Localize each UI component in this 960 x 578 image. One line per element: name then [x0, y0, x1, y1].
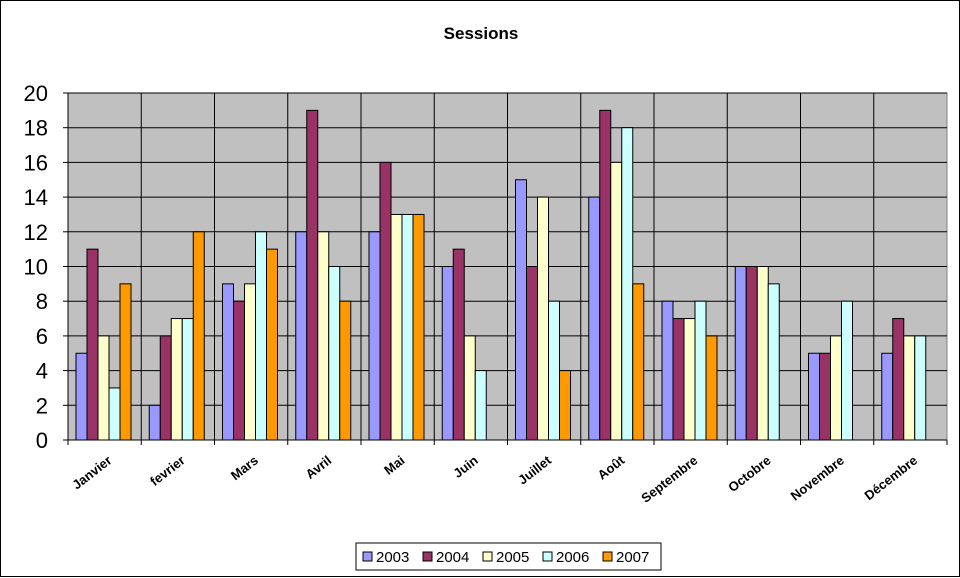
- bar-2003-Novembre: [808, 352, 820, 441]
- bar-2004-Août: [599, 109, 612, 441]
- y-tick-label: 14: [24, 185, 48, 210]
- bar-2003-Juin: [441, 266, 454, 441]
- bar-2003-Avril: [295, 231, 308, 441]
- x-tick-label: fevrier: [147, 453, 188, 489]
- bar-2006-Mai: [401, 213, 414, 441]
- x-tick-label: Mars: [228, 453, 261, 484]
- x-tick-label: Mai: [381, 453, 407, 478]
- legend-label-2007: 2007: [616, 549, 649, 566]
- y-tick-label: 2: [36, 393, 48, 418]
- bar-2007-Avril: [339, 300, 352, 441]
- bar-2006-Avril: [328, 266, 341, 441]
- bar-2003-Mars: [222, 283, 234, 441]
- x-tick-label: Novembre: [788, 453, 847, 504]
- bar-2004-Mars: [233, 300, 245, 441]
- bar-2007-Mai: [412, 213, 425, 441]
- bar-2003-Mai: [368, 231, 381, 441]
- bar-2005-Juin: [463, 335, 476, 441]
- bar-2004-Novembre: [819, 352, 831, 441]
- x-tick-label: Janvier: [69, 453, 114, 493]
- bar-2005-Août: [610, 161, 623, 441]
- legend-swatch-2003: [362, 551, 373, 562]
- bar-2005-Janvier: [97, 335, 110, 441]
- bar-2003-Septembre: [661, 300, 674, 441]
- bar-2006-Janvier: [108, 387, 121, 441]
- legend-label-2004: 2004: [436, 549, 469, 566]
- bar-2006-Juin: [474, 370, 487, 441]
- bar-2003-fevrier: [148, 404, 161, 441]
- bar-2007-fevrier: [192, 231, 205, 441]
- y-tick-label: 12: [24, 220, 48, 245]
- bar-2003-Octobre: [734, 266, 747, 441]
- bar-2007-Janvier: [119, 283, 132, 441]
- y-tick-label: 0: [36, 428, 48, 453]
- bar-2003-Juillet: [515, 179, 527, 441]
- bar-2005-Mai: [390, 213, 403, 441]
- bar-2005-Juillet: [537, 196, 549, 441]
- x-tick-label: Décembre: [861, 453, 920, 504]
- legend-label-2006: 2006: [556, 549, 589, 566]
- bar-2005-Mars: [244, 283, 256, 441]
- bar-2007-Août: [632, 283, 645, 441]
- legend-swatch-2007: [602, 551, 613, 562]
- x-tick-label: Octobre: [725, 453, 774, 496]
- bar-2006-Août: [621, 127, 634, 441]
- bar-2005-Novembre: [830, 335, 842, 441]
- bar-2005-Décembre: [903, 335, 916, 441]
- bar-2003-Janvier: [75, 352, 88, 441]
- bar-2007-Septembre: [705, 335, 718, 441]
- x-tick-label: Juillet: [515, 452, 554, 487]
- bar-2007-Juillet: [559, 370, 571, 441]
- legend: 2003 2004 2005 2006 2007: [355, 542, 662, 571]
- bar-2004-Avril: [306, 109, 319, 441]
- bar-2004-fevrier: [159, 335, 172, 441]
- legend-swatch-2004: [422, 551, 433, 562]
- bar-2004-Décembre: [892, 318, 905, 441]
- bar-2004-Octobre: [745, 266, 758, 441]
- y-tick-label: 18: [24, 116, 48, 141]
- bar-2005-fevrier: [170, 318, 183, 441]
- bar-2005-Avril: [317, 231, 330, 441]
- y-tick-label: 16: [24, 150, 48, 175]
- bar-2004-Juin: [452, 248, 465, 441]
- bar-2006-Mars: [255, 231, 267, 441]
- y-tick-label: 20: [24, 81, 48, 106]
- chart-title: Sessions: [444, 24, 519, 43]
- bar-2003-Août: [588, 196, 601, 441]
- bar-2004-Janvier: [86, 248, 99, 441]
- plot-area: 0 2 4 6 8 10 12 14 16 18 20 Janvier fevrier Mars Avril…: [24, 81, 948, 506]
- legend-swatch-2005: [482, 551, 493, 562]
- bar-2005-Octobre: [756, 266, 769, 441]
- x-tick-label: Août: [595, 452, 628, 482]
- bar-2005-Septembre: [683, 318, 696, 441]
- bar-2006-Octobre: [767, 283, 780, 441]
- legend-label-2003: 2003: [376, 549, 409, 566]
- bar-2006-Septembre: [694, 300, 707, 441]
- bar-2006-Novembre: [841, 300, 853, 441]
- y-tick-label: 6: [36, 324, 48, 349]
- y-tick-label: 4: [36, 359, 48, 384]
- y-tick-label: 8: [36, 289, 48, 314]
- bar-2004-Septembre: [672, 318, 685, 441]
- bar-2006-Décembre: [914, 335, 927, 441]
- y-tick-label: 10: [24, 255, 48, 280]
- x-tick-label: Juin: [450, 453, 480, 481]
- bar-2003-Décembre: [881, 352, 894, 441]
- bar-2007-Mars: [266, 248, 278, 441]
- bar-2004-Juillet: [526, 266, 538, 441]
- x-tick-label: Septembre: [638, 453, 700, 506]
- bar-2006-fevrier: [181, 318, 194, 441]
- bar-2004-Mai: [379, 161, 392, 441]
- x-tick-label: Avril: [303, 453, 335, 482]
- legend-swatch-2006: [542, 551, 553, 562]
- bar-2006-Juillet: [548, 300, 560, 441]
- legend-label-2005: 2005: [496, 549, 529, 566]
